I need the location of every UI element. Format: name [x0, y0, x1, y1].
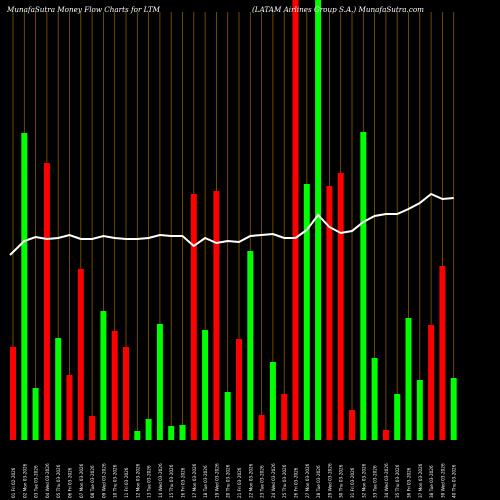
money-flow-bar — [450, 378, 457, 440]
x-tick-label: 31 Fri 03-2026 — [350, 467, 355, 498]
x-tick-label: 09 Wed 03-2026 — [101, 463, 106, 498]
money-flow-bar — [145, 419, 152, 440]
x-tick-label: 32 Mon 03-2026 — [361, 463, 366, 498]
x-tick-label: 38 Tue 03-2026 — [429, 465, 434, 498]
money-flow-bar — [315, 0, 322, 440]
money-flow-bar — [21, 133, 28, 440]
x-tick-label: 37 Mon 03-2026 — [418, 463, 423, 498]
money-flow-bar — [371, 358, 378, 440]
money-flow-bar — [258, 415, 265, 440]
x-tick-label: 26 Fri 03-2026 — [294, 467, 299, 498]
money-flow-bar — [281, 394, 288, 440]
x-tick-label: 12 Mon 03-2026 — [135, 463, 140, 498]
money-flow-bar — [213, 191, 220, 440]
money-flow-bar — [168, 426, 175, 440]
x-tick-label: 34 Wed 03-2026 — [384, 463, 389, 498]
money-flow-bar — [394, 394, 401, 440]
money-flow-bar — [337, 173, 344, 440]
x-tick-label: 01 Fri 02-2026 — [11, 467, 16, 498]
x-tick-label: 15 Thu 03-2026 — [169, 464, 174, 498]
x-tick-label: 16 Fri 03-2026 — [181, 467, 186, 498]
money-flow-bar — [360, 132, 367, 440]
money-flow-bar — [134, 431, 141, 440]
x-tick-label: 13 Tue 03-2026 — [147, 465, 152, 498]
x-tick-label: 10 Thu 03-2026 — [113, 464, 118, 498]
x-tick-label: 03 Tue 03-2026 — [34, 465, 39, 498]
x-tick-label: 18 Tue 03-2026 — [203, 465, 208, 498]
money-flow-bar — [10, 347, 16, 440]
x-tick-label: 04 Wed 03-2026 — [45, 463, 50, 498]
x-tick-label: 17 Mon 03-2026 — [192, 463, 197, 498]
money-flow-bar — [428, 325, 435, 440]
x-tick-label: 20 Thu 03-2026 — [226, 464, 231, 498]
money-flow-bar — [32, 388, 39, 440]
money-flow-bar — [224, 392, 231, 440]
money-flow-bar — [269, 362, 276, 440]
money-flow-bar — [55, 338, 62, 440]
x-tick-label: 02 Mon 03-2026 — [22, 463, 27, 498]
money-flow-bar — [247, 251, 254, 440]
x-tick-label: 33 Tue 03-2026 — [373, 465, 378, 498]
chart-title: MunafaSutra Money Flow Charts for LTM — [7, 5, 161, 14]
money-flow-bar — [326, 186, 333, 440]
money-flow-bar — [111, 331, 118, 440]
money-flow-bar — [89, 416, 96, 440]
money-flow-bar — [439, 266, 446, 440]
x-tick-label: 30 Thu 03-2026 — [339, 464, 344, 498]
money-flow-bar — [190, 194, 197, 440]
x-tick-label: 24 Wed 03-2026 — [271, 463, 276, 498]
x-tick-label: 27 Mon 03-2026 — [305, 463, 310, 498]
money-flow-bar — [202, 330, 209, 440]
x-tick-label: 40 Thu 03-2026 — [452, 464, 457, 498]
money-flow-bar — [382, 430, 389, 440]
x-tick-label: 08 Tue 03-2026 — [90, 465, 95, 498]
x-tick-label: 29 Wed 03-2026 — [327, 463, 332, 498]
x-tick-label: 35 Thu 03-2026 — [395, 464, 400, 498]
x-tick-label: 28 Tue 03-2026 — [316, 465, 321, 498]
money-flow-bar — [123, 347, 129, 440]
x-tick-label: 05 Thu 03-2026 — [56, 464, 61, 498]
x-tick-label: 25 Thu 03-2026 — [282, 464, 287, 498]
x-tick-label: 19 Wed 03-2026 — [214, 463, 219, 498]
money-flow-bar — [405, 318, 412, 440]
money-flow-bar — [303, 184, 310, 440]
money-flow-bar — [236, 339, 242, 440]
x-tick-label: 22 Mon 03-2026 — [248, 463, 253, 498]
x-tick-label: 21 Fri 03-2026 — [237, 467, 242, 498]
x-tick-label: 23 Tue 03-2026 — [260, 465, 265, 498]
money-flow-bar — [77, 269, 84, 440]
x-tick-label: 11 Fri 03-2026 — [124, 467, 129, 498]
money-flow-bar — [349, 410, 355, 440]
x-tick-label: 07 Mon 03-2026 — [79, 463, 84, 498]
x-tick-label: 06 Fri 03-2026 — [68, 467, 73, 498]
money-flow-bar — [416, 380, 423, 440]
price-line — [9, 192, 454, 256]
money-flow-bar — [100, 311, 107, 440]
x-tick-label: 39 Wed 03-2026 — [440, 463, 445, 498]
money-flow-bar — [292, 0, 299, 440]
money-flow-bar — [179, 425, 186, 440]
chart-subtitle: (LATAM Airlines Group S.A.) MunafaSutra.… — [252, 5, 424, 14]
x-tick-label: 36 Fri 03-2026 — [407, 467, 412, 498]
money-flow-bar — [156, 324, 163, 440]
money-flow-bar — [66, 375, 73, 440]
x-tick-label: 14 Wed 03-2026 — [158, 463, 163, 498]
money-flow-bar — [43, 163, 50, 440]
